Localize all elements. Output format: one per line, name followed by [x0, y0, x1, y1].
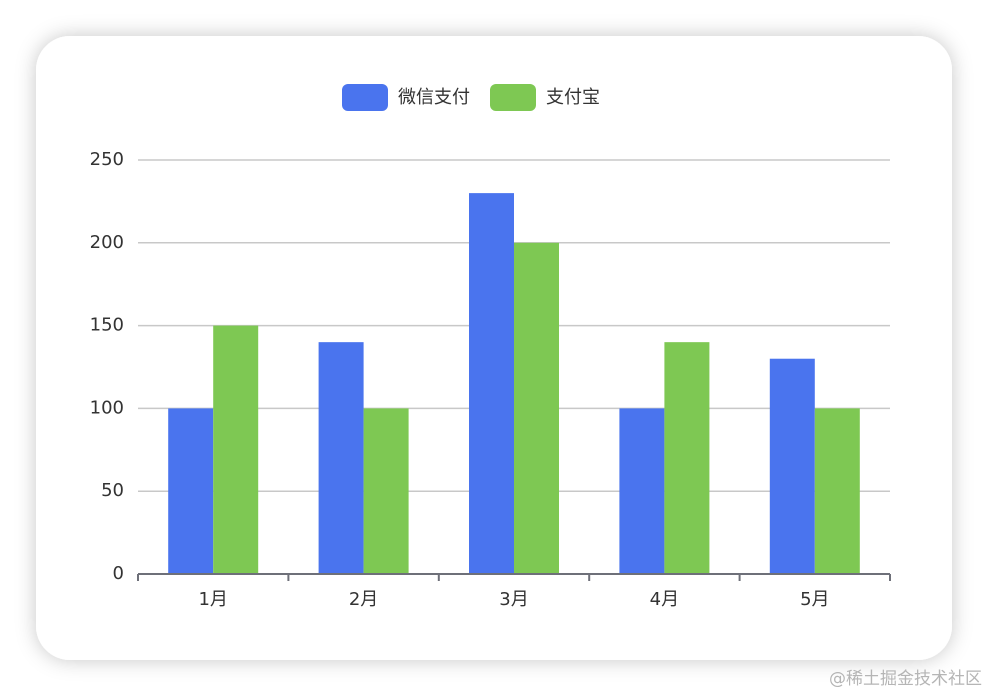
- x-tick-label: 4月: [650, 589, 679, 610]
- legend-swatch: [490, 84, 536, 111]
- y-tick-label: 200: [90, 232, 124, 253]
- bar: [769, 358, 815, 574]
- watermark: @稀土掘金技术社区: [829, 669, 982, 689]
- y-tick-label: 150: [90, 315, 124, 336]
- x-tick-label: 3月: [499, 589, 528, 610]
- x-tick-label: 5月: [800, 589, 829, 610]
- y-tick-label: 250: [90, 149, 124, 170]
- bar: [363, 408, 409, 574]
- y-tick-label: 50: [101, 480, 124, 501]
- x-tick-label: 1月: [198, 589, 227, 610]
- bar: [318, 342, 364, 574]
- bar: [664, 342, 710, 574]
- bar: [168, 408, 214, 574]
- legend-label: 支付宝: [546, 87, 600, 108]
- bar: [514, 242, 559, 575]
- bar: [213, 325, 259, 574]
- legend-label: 微信支付: [398, 87, 470, 108]
- bar: [814, 408, 860, 574]
- bar: [469, 193, 514, 574]
- bar: [619, 408, 665, 574]
- x-tick-label: 2月: [349, 589, 378, 610]
- y-tick-label: 0: [113, 563, 124, 584]
- chart: 0 50 100 150 200 250 微信支付 支付宝 1月 2月 3月 4月 5月: [90, 84, 891, 610]
- legend-swatch: [342, 84, 388, 111]
- y-tick-label: 100: [90, 397, 124, 418]
